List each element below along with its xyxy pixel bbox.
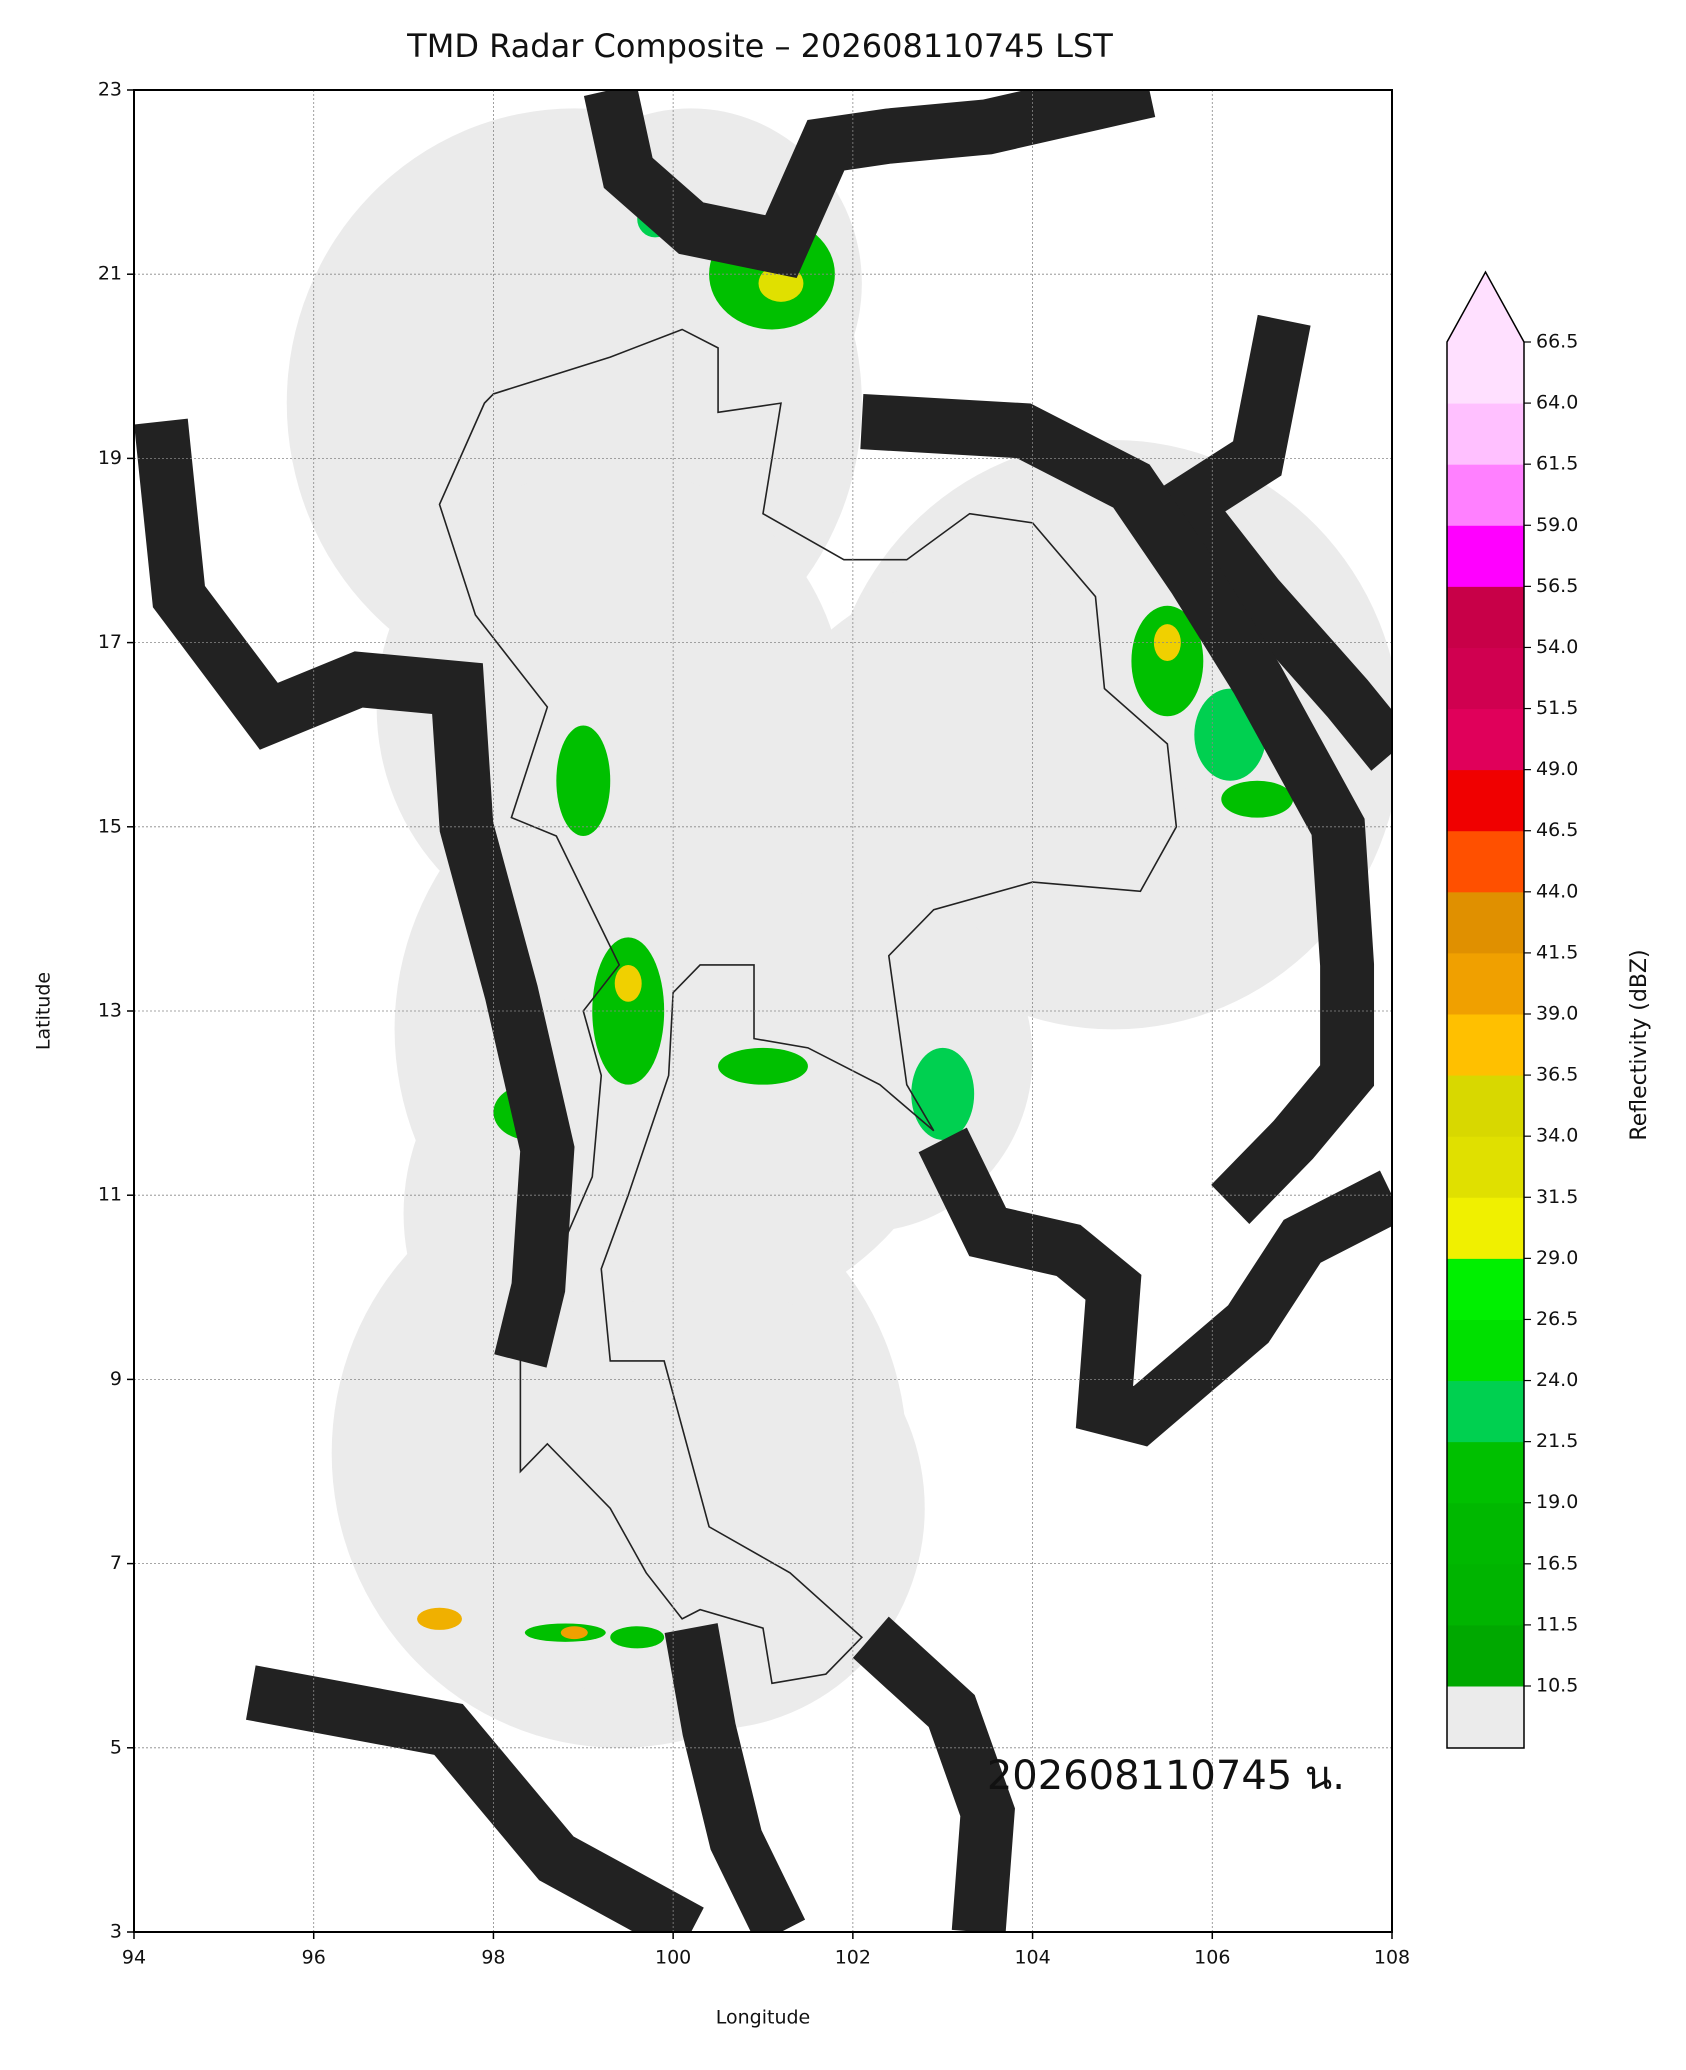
- colorbar-tick-label: 61.5: [1536, 453, 1578, 475]
- colorbar-segment: [1447, 525, 1524, 587]
- radar-coverage: [286, 108, 1392, 1748]
- x-tick-label: 106: [1194, 1947, 1230, 1969]
- x-tick-label: 102: [835, 1947, 871, 1969]
- colorbar-segment: [1447, 708, 1524, 771]
- colorbar-segment: [1447, 830, 1524, 893]
- y-tick-label: 9: [110, 1368, 122, 1390]
- colorbar-tick-label: 21.5: [1536, 1430, 1578, 1452]
- colorbar-segment: [1447, 1624, 1524, 1687]
- colorbar-segment: [1447, 464, 1524, 526]
- x-tick-label: 98: [481, 1947, 505, 1969]
- colorbar-tick-label: 26.5: [1536, 1308, 1578, 1330]
- colorbar-segment: [1447, 586, 1524, 648]
- colorbar-tick-label: 11.5: [1536, 1613, 1578, 1635]
- colorbar-segment: [1447, 1563, 1524, 1626]
- y-tick-label: 5: [110, 1736, 122, 1758]
- y-tick-label: 21: [98, 263, 122, 285]
- colorbar-segment: [1447, 1136, 1524, 1198]
- colorbar-tick-label: 10.5: [1536, 1675, 1578, 1697]
- colorbar-segment: [1447, 1441, 1524, 1504]
- colorbar-tick-label: 59.0: [1536, 514, 1578, 536]
- x-tick-label: 96: [302, 1947, 326, 1969]
- colorbar-segment: [1447, 1380, 1524, 1443]
- colorbar-outline: [1446, 270, 1525, 1749]
- colorbar-segment: [1447, 952, 1524, 1015]
- colorbar-under: [1447, 1686, 1524, 1748]
- colorbar-segment: [1447, 769, 1524, 832]
- colorbar-segment: [1447, 403, 1524, 465]
- x-tick-label: 100: [655, 1947, 691, 1969]
- colorbar-tick-label: 41.5: [1536, 941, 1578, 963]
- colorbar-tick-label: 51.5: [1536, 697, 1578, 719]
- y-tick-label: 7: [110, 1552, 122, 1574]
- colorbar-extension: [1447, 272, 1524, 342]
- colorbar-tick-label: 34.0: [1536, 1125, 1578, 1147]
- colorbar-label: Reflectivity (dBZ): [1627, 949, 1652, 1140]
- y-tick-label: 11: [98, 1184, 122, 1206]
- colorbar-tick-label: 24.0: [1536, 1369, 1578, 1391]
- colorbar-tick-label: 64.0: [1536, 392, 1578, 414]
- timestamp-annotation: 202608110745 น.: [987, 1753, 1345, 1799]
- colorbar-segment: [1447, 1258, 1524, 1320]
- colorbar-segment: [1447, 1502, 1524, 1565]
- colorbar-segment: [1447, 1014, 1524, 1076]
- y-tick-label: 3: [110, 1921, 122, 1943]
- colorbar-segment: [1447, 1197, 1524, 1259]
- colorbar-segment: [1447, 647, 1524, 710]
- y-tick-label: 19: [98, 447, 122, 469]
- x-tick-label: 108: [1374, 1947, 1410, 1969]
- colorbar-tick-label: 46.5: [1536, 819, 1578, 841]
- colorbar-tick-label: 19.0: [1536, 1491, 1578, 1513]
- y-tick-label: 17: [98, 631, 122, 653]
- colorbar-tick-label: 44.0: [1536, 880, 1578, 902]
- colorbar-tick-label: 29.0: [1536, 1247, 1578, 1269]
- y-tick-label: 15: [98, 815, 122, 837]
- colorbar-segment: [1447, 891, 1524, 954]
- x-axis-label: Longitude: [716, 2007, 811, 2029]
- colorbar-segment: [1447, 342, 1524, 404]
- colorbar-segment: [1447, 1319, 1524, 1382]
- coastlines: [134, 90, 1392, 1932]
- colorbar-tick-label: 54.0: [1536, 636, 1578, 658]
- y-tick-label: 23: [98, 79, 122, 101]
- colorbar-segment: [1447, 1075, 1524, 1137]
- colorbar-tick-label: 56.5: [1536, 575, 1578, 597]
- colorbar-tick-label: 49.0: [1536, 758, 1578, 780]
- map-area: [134, 90, 1392, 1932]
- colorbar-tick-label: 36.5: [1536, 1064, 1578, 1086]
- colorbar-tick-label: 16.5: [1536, 1552, 1578, 1574]
- chart-title: TMD Radar Composite – 202608110745 LST: [406, 27, 1113, 65]
- geo-layer: [134, 90, 1392, 1932]
- thailand-border: [440, 329, 1177, 1683]
- colorbar-tick-label: 39.0: [1536, 1003, 1578, 1025]
- colorbar-tick-label: 66.5: [1536, 331, 1578, 353]
- colorbar-tick-label: 31.5: [1536, 1186, 1578, 1208]
- y-tick-label: 13: [98, 1000, 122, 1022]
- x-tick-label: 104: [1014, 1947, 1050, 1969]
- x-tick-label: 94: [122, 1947, 146, 1969]
- y-axis-label: Latitude: [33, 972, 55, 1050]
